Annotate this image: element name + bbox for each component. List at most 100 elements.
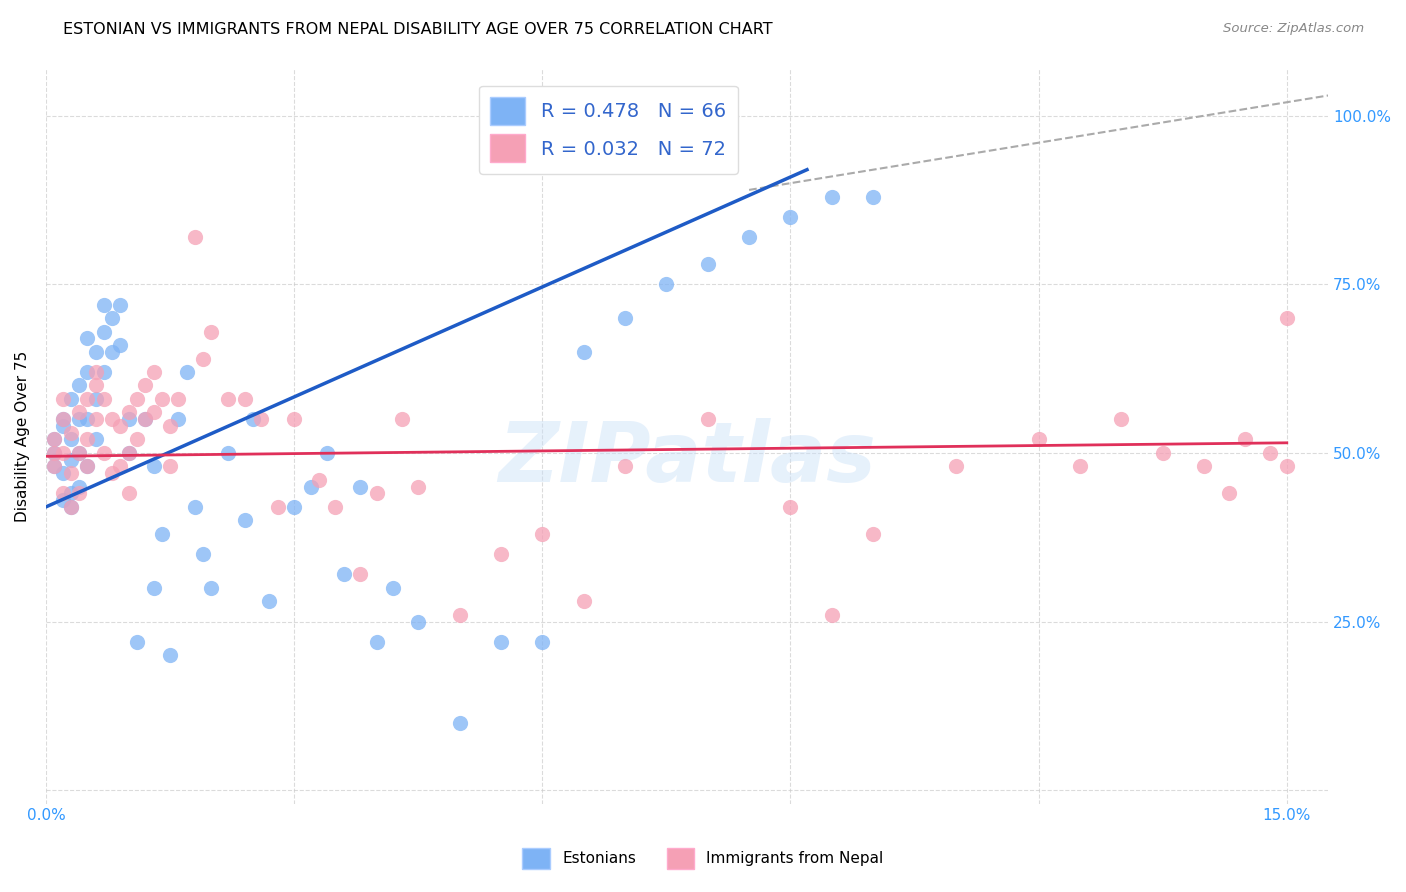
Point	[84, 392, 107, 406]
Point	[1192, 459, 1215, 474]
Point	[233, 392, 256, 406]
Point	[44, 433, 66, 447]
Point	[191, 351, 214, 366]
Point	[150, 526, 173, 541]
Point	[406, 480, 429, 494]
Point	[93, 297, 115, 311]
Point	[142, 405, 165, 419]
Point	[142, 581, 165, 595]
Point	[59, 500, 82, 514]
Point	[118, 446, 141, 460]
Point	[84, 433, 107, 447]
Point	[59, 466, 82, 480]
Point	[1218, 486, 1240, 500]
Point	[821, 189, 844, 203]
Point	[76, 433, 98, 447]
Point	[1275, 311, 1298, 326]
Point	[150, 392, 173, 406]
Point	[176, 365, 198, 379]
Point	[44, 459, 66, 474]
Point	[250, 412, 273, 426]
Point	[283, 500, 305, 514]
Point	[110, 297, 132, 311]
Point	[366, 486, 388, 500]
Point	[101, 412, 124, 426]
Point	[125, 392, 148, 406]
Point	[862, 189, 884, 203]
Point	[76, 412, 98, 426]
Point	[93, 446, 115, 460]
Legend: Estonians, Immigrants from Nepal: Estonians, Immigrants from Nepal	[516, 841, 890, 875]
Point	[449, 607, 471, 622]
Point	[862, 526, 884, 541]
Point	[118, 446, 141, 460]
Point	[101, 311, 124, 326]
Point	[76, 459, 98, 474]
Point	[489, 547, 512, 561]
Point	[779, 210, 801, 224]
Point	[93, 392, 115, 406]
Point	[1275, 459, 1298, 474]
Point	[696, 257, 718, 271]
Point	[200, 581, 222, 595]
Point	[779, 500, 801, 514]
Point	[67, 378, 90, 392]
Point	[44, 446, 66, 460]
Point	[134, 412, 156, 426]
Point	[44, 446, 66, 460]
Point	[738, 230, 761, 244]
Point	[332, 567, 354, 582]
Point	[531, 634, 554, 648]
Point	[51, 466, 73, 480]
Point	[67, 480, 90, 494]
Point	[572, 594, 595, 608]
Point	[316, 446, 339, 460]
Point	[233, 513, 256, 527]
Point	[1152, 446, 1174, 460]
Point	[110, 419, 132, 434]
Point	[125, 433, 148, 447]
Point	[67, 405, 90, 419]
Point	[1111, 412, 1133, 426]
Point	[391, 412, 413, 426]
Point	[59, 486, 82, 500]
Point	[259, 594, 281, 608]
Point	[299, 480, 322, 494]
Point	[110, 459, 132, 474]
Point	[59, 425, 82, 440]
Point	[184, 500, 207, 514]
Point	[118, 486, 141, 500]
Point	[51, 412, 73, 426]
Point	[572, 344, 595, 359]
Point	[142, 459, 165, 474]
Point	[101, 344, 124, 359]
Point	[449, 715, 471, 730]
Point	[84, 365, 107, 379]
Point	[191, 547, 214, 561]
Point	[67, 446, 90, 460]
Point	[200, 325, 222, 339]
Text: Source: ZipAtlas.com: Source: ZipAtlas.com	[1223, 22, 1364, 36]
Point	[1069, 459, 1091, 474]
Point	[217, 446, 239, 460]
Point	[93, 365, 115, 379]
Point	[614, 311, 637, 326]
Point	[134, 378, 156, 392]
Point	[167, 392, 190, 406]
Point	[308, 473, 330, 487]
Point	[283, 412, 305, 426]
Point	[242, 412, 264, 426]
Point	[51, 493, 73, 508]
Point	[59, 452, 82, 467]
Point	[382, 581, 405, 595]
Point	[1028, 433, 1050, 447]
Point	[142, 365, 165, 379]
Point	[51, 412, 73, 426]
Point	[945, 459, 967, 474]
Point	[159, 459, 181, 474]
Point	[821, 607, 844, 622]
Point	[1234, 433, 1257, 447]
Point	[655, 277, 678, 292]
Point	[614, 459, 637, 474]
Point	[159, 419, 181, 434]
